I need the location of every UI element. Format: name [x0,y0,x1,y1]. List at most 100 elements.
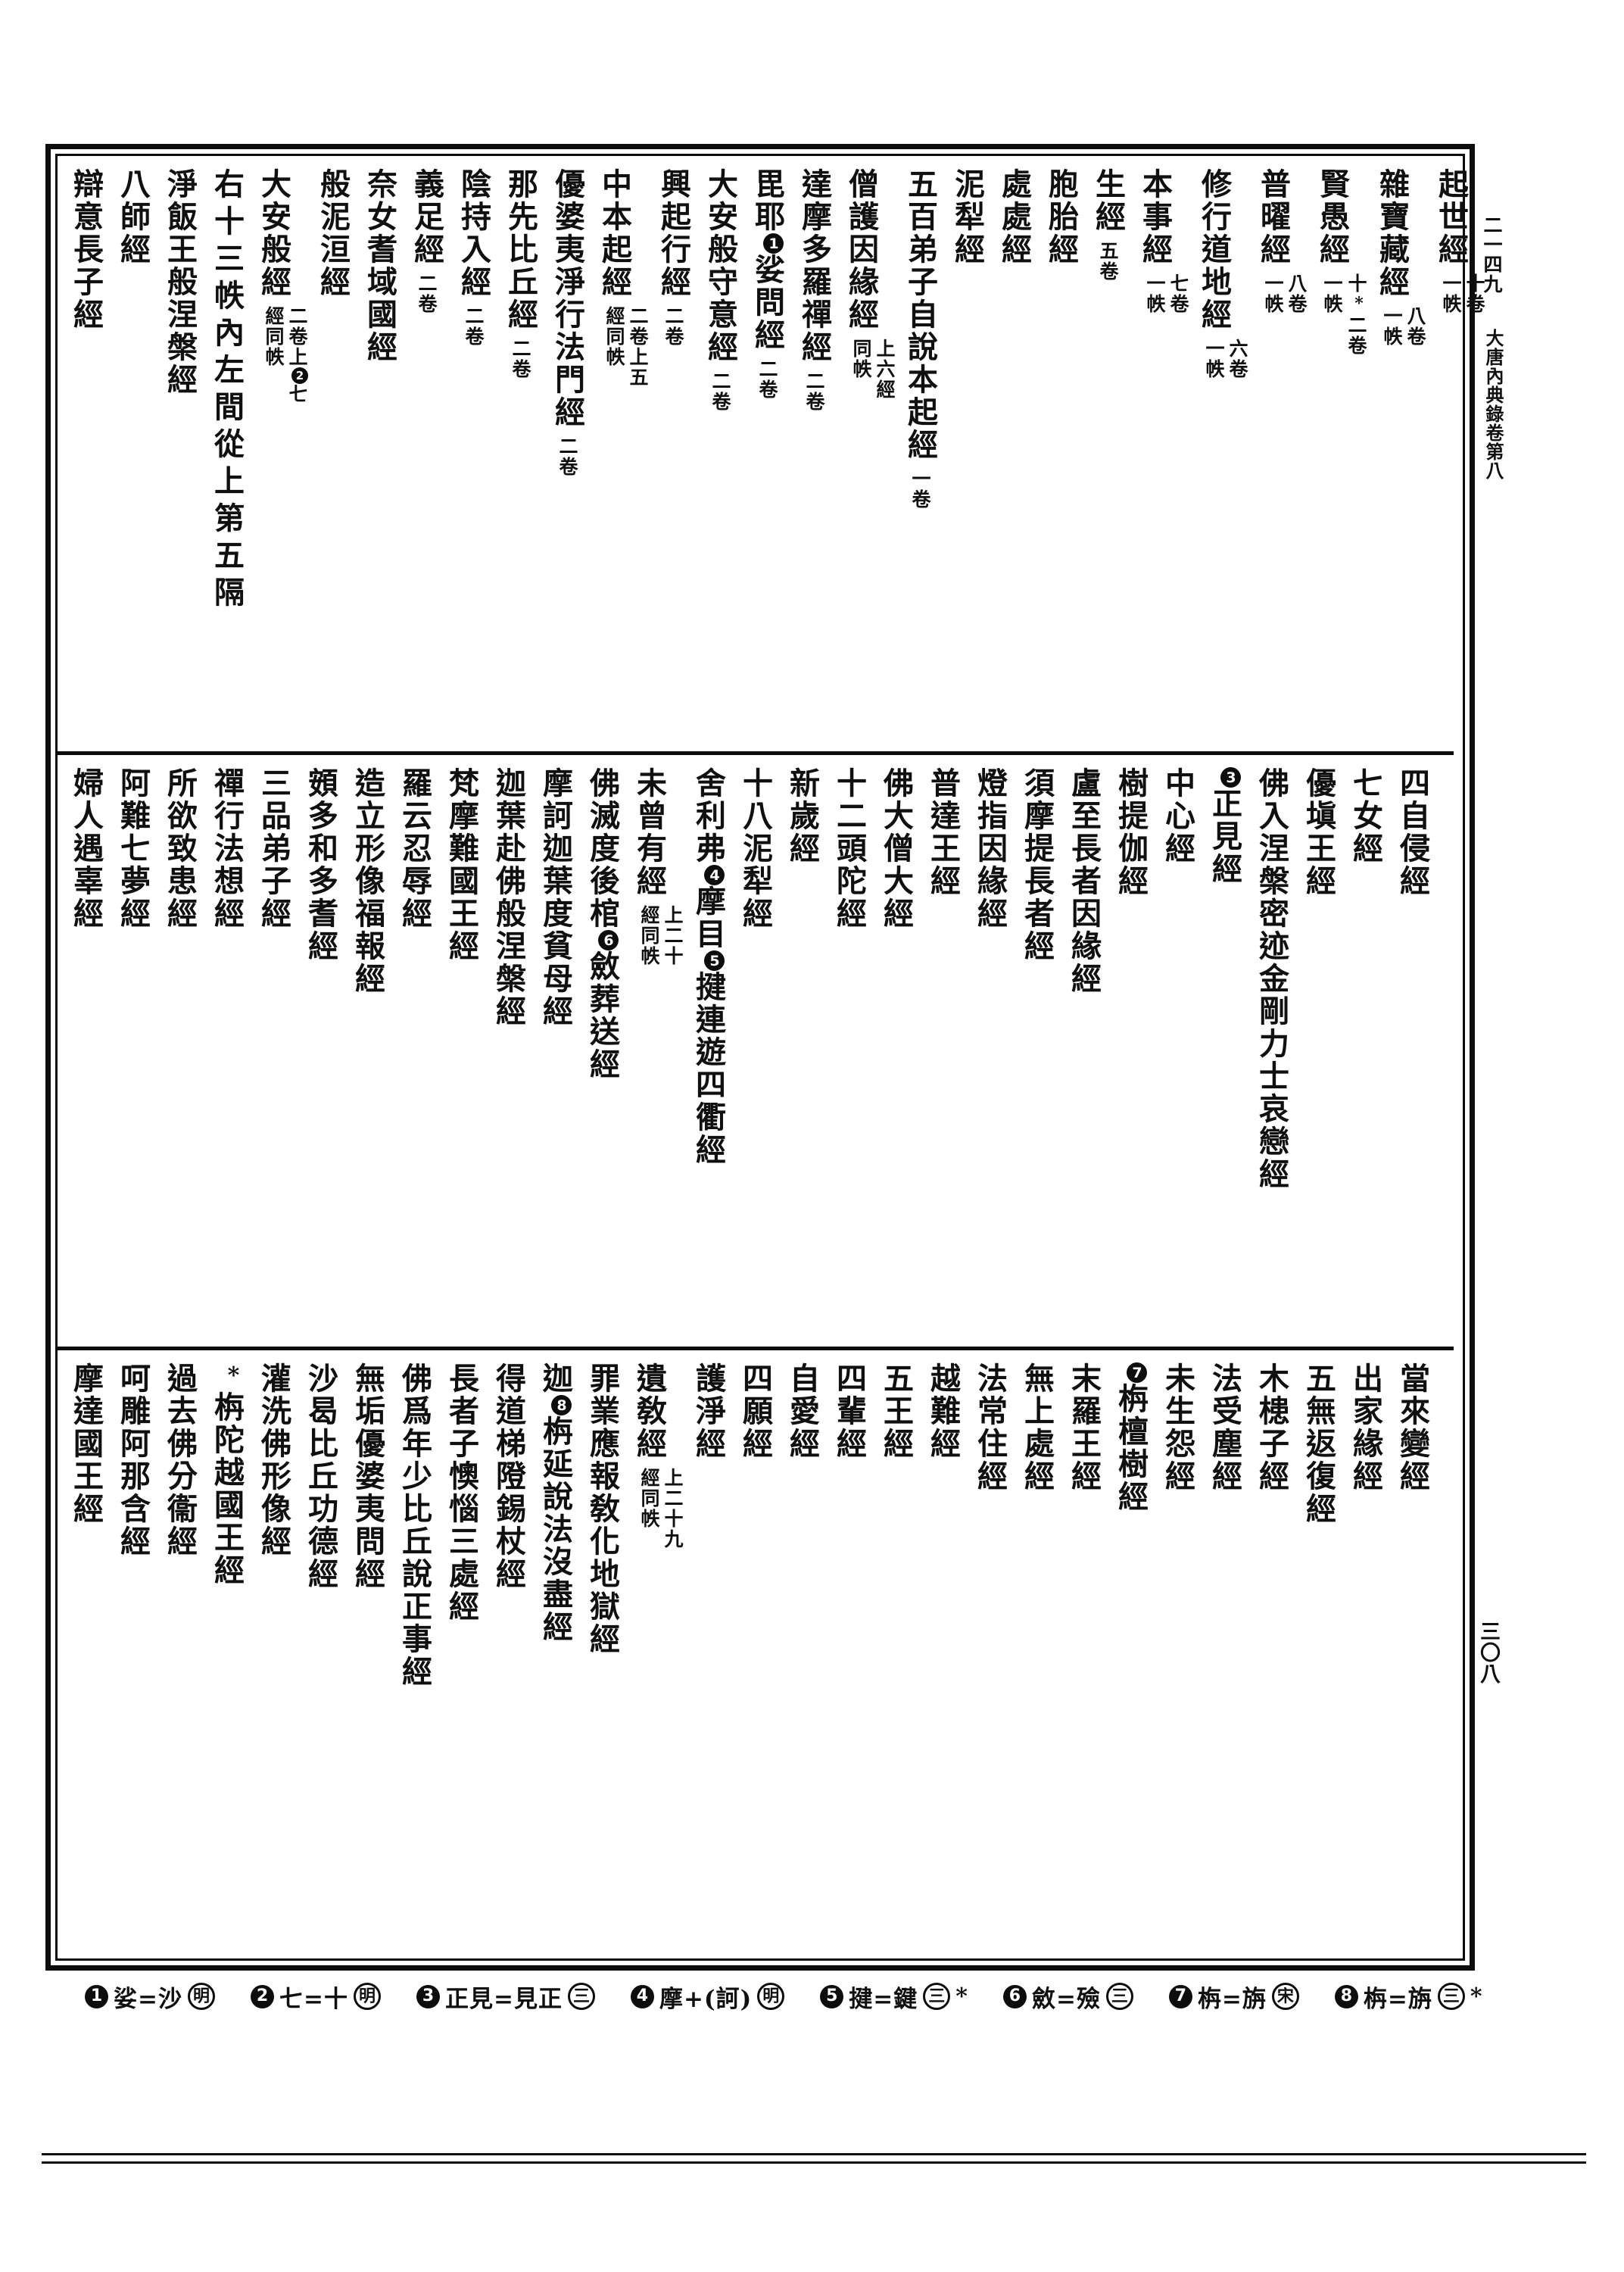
sutra-entry: 迦8栴延說法沒盡經 [531,1362,578,1942]
sutra-entry: 中本起經二卷上五 經同帙 [591,168,650,751]
sutra-title: 沙曷比丘功德經 [303,1362,338,1590]
scroll-count-note: 七卷 一帙 [1143,273,1190,314]
scroll-count-note-column: 一帙 [1203,339,1225,379]
scroll-count-note-column: 一帙 [1262,273,1284,314]
scroll-count-note: 二卷上五 經同帙 [603,306,650,388]
scroll-count-note-column: 八卷 [1404,306,1426,347]
footnote-text: 栴=旃 [1363,1985,1432,2013]
sutra-entry: 燈指因緣經 [966,767,1013,1347]
sutra-title: 中心經 [1160,767,1195,865]
sutra-entry: 得道梯隥錫杖經 [485,1362,531,1942]
scroll-count-note: 二卷 [509,339,532,379]
sutra-title: 燈指因緣經 [972,767,1008,930]
scroll-count-note: 上二十 經同帙 [637,905,684,966]
sutra-title: 長者子懊惱三處經 [444,1362,479,1623]
sutra-title: 雜寶藏經 [1374,168,1410,298]
sutra-entry: 賢愚經 十*二卷 一帙 [1308,168,1369,751]
sutra-title: 五王經 [878,1362,914,1460]
footnote-marker: 8 [1334,1984,1358,2008]
footnote: 2 七=十明 [250,1980,381,2014]
sutra-entry: 所欲致患經 [156,767,203,1347]
sutra-entry: 7栴檀樹經 [1107,1362,1154,1942]
sutra-title: 十二頭陀經 [831,767,867,930]
sutra-title: 迦葉赴佛般涅槃經 [491,767,526,1028]
sutra-band-3: 當來變經 出家緣經 五無返復經 木槵子經 法受塵經 未生怨經 7栴檀樹經 末羅王經 無上處經 法常… [58,1347,1454,1942]
scroll-count-note: 十*二卷 一帙 [1320,273,1369,356]
scroll-count-note-column: 八卷 [1286,273,1308,314]
sutra-title: 自愛經 [784,1362,820,1460]
sutra-title: 優婆夷淨行法門經 [550,168,585,429]
sutra-title: 遺敎經 [631,1362,667,1460]
sutra-title: 般泥洹經 [315,168,351,298]
sutra-title: 辯意長子經 [68,168,104,331]
sutra-title: 罪業應報敎化地獄經 [584,1362,620,1656]
sutra-entry: 十八泥犁經 [731,767,778,1347]
sutra-title: 普達王經 [925,767,961,897]
sutra-entry: 未曾有經上二十 經同帙 [625,767,684,1347]
scroll-count-note: 二卷 [556,436,579,477]
sutra-entry: 須摩提長者經 [1013,767,1060,1347]
sutra-title: 四輩經 [831,1362,867,1460]
scroll-count-note-column: 二卷 [709,371,731,412]
sutra-title: 佛入涅槃密迹金剛力士哀戀經 [1254,767,1289,1191]
sutra-entry: 法常住經 [966,1362,1013,1942]
sutra-title: 五無返復經 [1301,1362,1336,1525]
sutra-title: 大安般經 [256,168,291,298]
sutra-title: 法常住經 [972,1362,1008,1493]
sutra-entry: 毘耶1娑問經 二卷 [743,168,790,751]
footnote: 5 揵=鍵三 * [820,1980,968,2014]
sutra-title: 泥犁經 [949,168,985,266]
sutra-entry: 迦葉赴佛般涅槃經 [485,767,531,1347]
sutra-title: 頞多和多耆經 [303,767,338,963]
sutra-title: 義足經 [409,168,444,266]
edition-mark: 明 [757,1983,785,2010]
sutra-title: 本事經 [1137,168,1173,266]
sutra-entry: 七女經 [1342,767,1389,1347]
scroll-count-note: 十卷 一帙 [1439,273,1486,314]
sutra-title: 中本起經 [597,168,632,298]
apparatus-footnote-bar: 1 娑=沙明 2 七=十明 3 正見=見正三 4 摩+(訶) 明 5 揵=鍵三 * 6 斂=殮三 7 栴=旃宋… [85,1978,1523,2015]
sutra-entry: 佛入涅槃密迹金剛力士哀戀經 [1248,767,1295,1347]
scroll-count-note-column: 一帙 [1381,306,1403,347]
sutra-entry: 雜寶藏經八卷 一帙 [1368,168,1427,751]
taisho-text-number: 二一四九 [1481,215,1503,294]
sutra-entry: 出家緣經 [1342,1362,1389,1942]
sutra-title: 所欲致患經 [162,767,198,930]
scroll-count-note-column: 十卷 [1463,273,1485,314]
sutra-entry: 摩達國王經 [62,1362,109,1942]
scroll-count-note: 二卷 [415,273,438,314]
scroll-count-note-column: 同帙 [850,339,872,379]
sutra-title: 四自侵經 [1395,767,1430,897]
sutra-entry: 法受塵經 [1201,1362,1248,1942]
volume-title: 大唐內典錄卷第八 [1482,329,1504,480]
sutra-entry: 五無返復經 [1295,1362,1342,1942]
sutra-title: 未曾有經 [631,767,667,897]
footnote-marker: 3 [416,1984,440,2008]
scroll-count-note-column: 一卷 [909,469,931,510]
sutra-title: 七女經 [1348,767,1383,865]
sutra-entry: 梵摩難國王經 [438,767,485,1347]
sutra-title: 未生怨經 [1160,1362,1195,1493]
sutra-entry: 羅云忍辱經 [391,767,438,1347]
sutra-title: 婦人遇辜經 [68,767,104,930]
sutra-title: 當來變經 [1395,1362,1430,1493]
sutra-title: 修行道地經 [1196,168,1232,331]
sutra-entry: 末羅王經 [1060,1362,1107,1942]
sutra-entry: 佛滅度後棺6斂葬送經 [578,767,625,1347]
footnote-text: 正見=見正 [444,1985,563,2013]
sutra-entry: 五王經 [872,1362,919,1942]
sutra-title: *栴陀越國王經 [209,1362,247,1587]
sutra-entry: 十二頭陀經 [825,767,872,1347]
sutra-entry: 達摩多羅禪經 二卷 [790,168,837,751]
sutra-entry: 頞多和多耆經 [297,767,344,1347]
sutra-entry: 辯意長子經 [62,168,109,751]
sutra-title: 護淨經 [690,1362,726,1460]
sutra-entry: 佛大僧大經 [872,767,919,1347]
sutra-title: 摩訶迦葉度貧母經 [538,767,573,1028]
note-marker: 6 [598,930,619,950]
footnote-marker: 7 [1168,1984,1192,2008]
scroll-count-note: 二卷上2七 經同帙 [262,306,309,404]
sutra-entry: 舍利弗4摩目5揵連遊四衢經 [684,767,731,1347]
sutra-title: 末羅王經 [1066,1362,1102,1493]
